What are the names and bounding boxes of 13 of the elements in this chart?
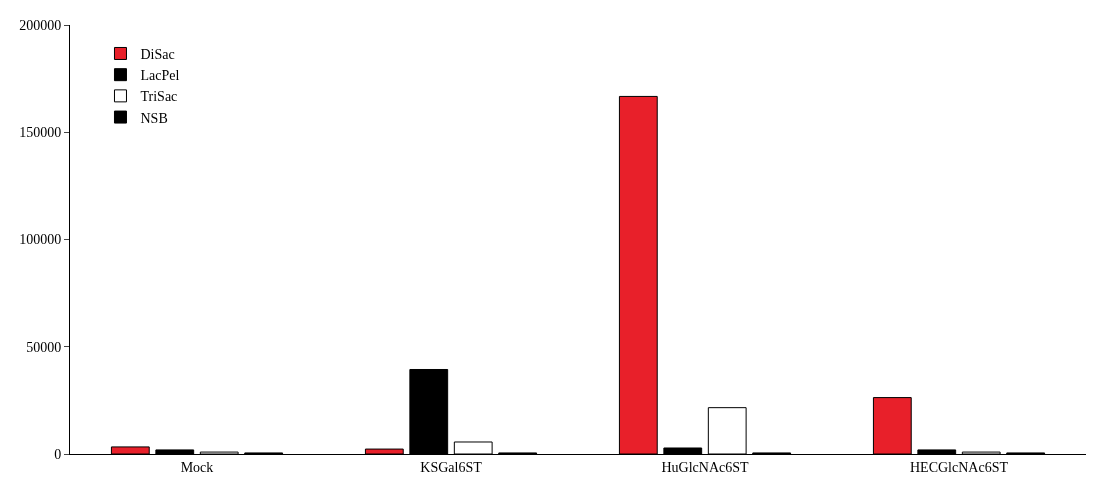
legend-label: DiSac bbox=[140, 46, 175, 62]
y-tick-label: 150000 bbox=[19, 125, 62, 141]
y-tick-label: 100000 bbox=[19, 232, 62, 248]
legend-label: LacPel bbox=[140, 68, 180, 84]
y-tick-label: 50000 bbox=[26, 339, 62, 355]
x-tick-label: HECGlcNAc6ST bbox=[910, 459, 1009, 475]
legend-label: TriSac bbox=[140, 89, 178, 105]
x-tick-label: KSGal6ST bbox=[420, 459, 483, 475]
y-tick-label: 200000 bbox=[19, 17, 62, 33]
x-tick-label: Mock bbox=[180, 459, 214, 475]
y-tick-label: 0 bbox=[54, 446, 62, 462]
legend-label: NSB bbox=[140, 110, 168, 126]
x-tick-label: HuGlcNAc6ST bbox=[661, 459, 749, 475]
